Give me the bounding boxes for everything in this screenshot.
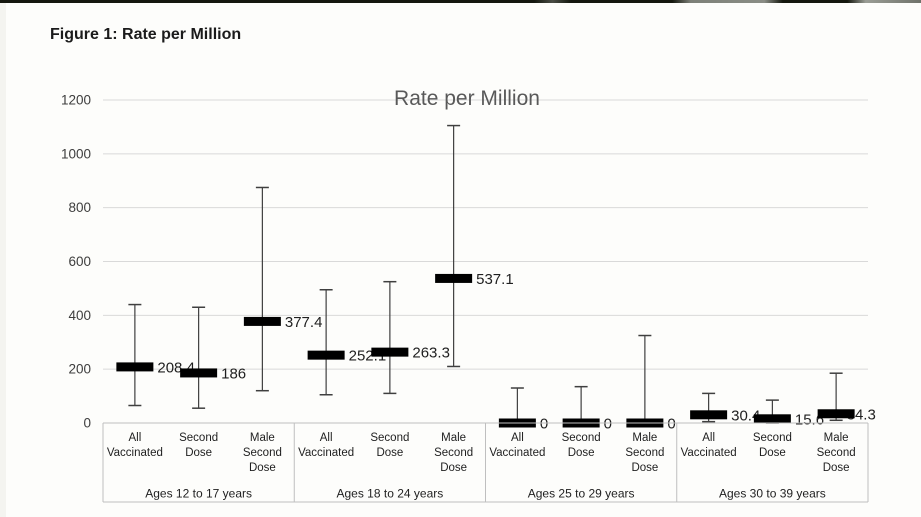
y-axis-tick-label: 800 [68, 200, 91, 215]
y-axis-tick-label: 0 [83, 416, 91, 431]
y-axis-tick-label: 400 [68, 308, 91, 323]
age-group-label: Ages 18 to 24 years [337, 487, 444, 501]
category-tick-label: Vaccinated [298, 447, 354, 459]
category-tick-label: Dose [823, 462, 850, 474]
data-value-label: 30.4 [731, 407, 760, 424]
category-tick-label: Vaccinated [489, 447, 545, 459]
data-bar [753, 414, 791, 424]
y-axis-tick-label: 600 [68, 254, 91, 269]
category-tick-label: Dose [376, 447, 403, 459]
data-bar [180, 368, 218, 378]
data-value-label: 537.1 [476, 271, 514, 288]
y-axis-tick-label: 1000 [61, 146, 91, 161]
category-tick-label: Second [370, 432, 409, 444]
left-edge-shadow [0, 3, 6, 517]
y-axis-tick-label: 1200 [61, 93, 91, 108]
category-tick-label: Second [179, 432, 218, 444]
data-bar [307, 350, 345, 360]
data-value-label: 263.3 [412, 345, 450, 362]
chart-title: Rate per Million [394, 87, 540, 110]
data-bar [435, 273, 473, 283]
category-tick-label: Second [625, 447, 664, 459]
figure-heading: Figure 1: Rate per Million [50, 26, 242, 43]
data-value-label: 15.6 [795, 411, 824, 428]
data-value-label: 0 [540, 416, 548, 433]
category-tick-label: Dose [185, 447, 212, 459]
category-tick-label: Male [824, 432, 849, 444]
category-tick-label: All [128, 432, 141, 444]
category-tick-label: Second [243, 447, 282, 459]
data-bar [817, 409, 855, 419]
category-tick-label: Male [250, 432, 275, 444]
category-tick-label: Dose [568, 447, 595, 459]
data-bar [116, 362, 154, 372]
category-tick-label: Vaccinated [681, 447, 737, 459]
top-edge-artifact [0, 0, 921, 3]
category-tick-label: Male [441, 432, 466, 444]
data-bar [690, 410, 728, 420]
data-bar [371, 347, 409, 357]
category-tick-label: Vaccinated [107, 447, 163, 459]
category-tick-label: Second [753, 432, 792, 444]
category-tick-label: Dose [249, 462, 276, 474]
category-tick-label: Dose [440, 462, 467, 474]
category-tick-label: Second [817, 447, 856, 459]
category-tick-label: Second [434, 447, 473, 459]
age-group-label: Ages 30 to 39 years [719, 487, 826, 501]
category-tick-label: Second [562, 432, 601, 444]
category-tick-label: All [320, 432, 333, 444]
data-value-label: 0 [667, 416, 675, 433]
age-group-label: Ages 25 to 29 years [528, 487, 635, 501]
age-group-label: Ages 12 to 17 years [145, 487, 252, 501]
category-tick-label: All [702, 432, 715, 444]
category-tick-label: Male [632, 432, 657, 444]
category-tick-label: All [511, 432, 524, 444]
category-tick-label: Dose [759, 447, 786, 459]
data-value-label: 186 [221, 365, 246, 382]
data-bar [243, 316, 281, 326]
data-value-label: 377.4 [285, 314, 323, 331]
y-axis-tick-label: 200 [68, 362, 91, 377]
category-tick-label: Dose [631, 462, 658, 474]
data-value-label: 0 [604, 416, 612, 433]
